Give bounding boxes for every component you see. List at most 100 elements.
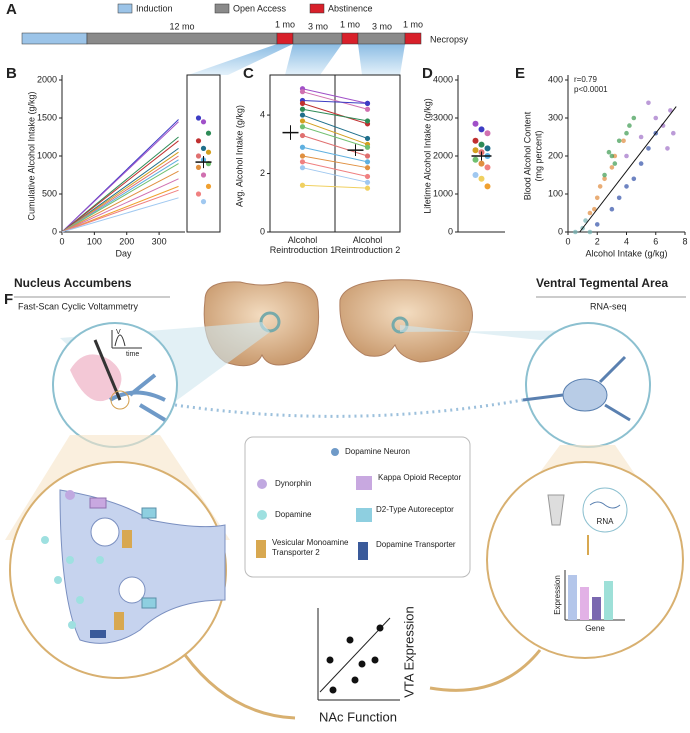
legend-text: Abstinence xyxy=(328,3,373,13)
legend-item: Dopamine Transporter xyxy=(376,540,456,549)
line xyxy=(61,121,179,233)
panel-label: D xyxy=(422,65,433,82)
dot xyxy=(478,126,485,133)
vesicle xyxy=(90,517,120,547)
legend-swatch xyxy=(309,3,325,14)
dot xyxy=(364,159,371,165)
dot xyxy=(195,191,202,197)
dot xyxy=(602,172,607,178)
dot xyxy=(200,172,207,178)
y-axis-label: Lifetime Alcohol Intake (g/kg) xyxy=(422,98,432,214)
plot-axis: NAc Function xyxy=(319,709,397,724)
dot xyxy=(606,149,612,155)
axon xyxy=(108,373,167,422)
method: Fast-Scan Cyclic Voltammetry xyxy=(18,301,139,311)
timeline-segment xyxy=(276,32,294,45)
legend-item: Dopamine Neuron xyxy=(345,447,410,456)
timeline-end: Necropsy xyxy=(430,34,469,44)
dot xyxy=(299,100,306,106)
y-axis-label: (mg percent) xyxy=(533,130,543,181)
dot xyxy=(364,173,371,180)
zoom xyxy=(358,44,405,75)
legend-icon xyxy=(257,510,267,520)
timeline-segment xyxy=(357,32,406,45)
dot xyxy=(616,195,622,201)
dot xyxy=(609,206,615,212)
legend-item-box: Dopamine Transporter xyxy=(376,540,456,549)
dot xyxy=(624,153,629,159)
line xyxy=(61,140,179,233)
y-tick-label: 0 xyxy=(260,226,265,236)
duration: 1 mo xyxy=(403,19,423,29)
dot xyxy=(631,115,637,121)
x-tick-label: 0 xyxy=(565,236,570,246)
electrode xyxy=(93,339,122,401)
dot xyxy=(205,149,212,155)
line xyxy=(302,99,368,104)
y-tick-label: 300 xyxy=(548,112,563,122)
dot xyxy=(612,161,618,166)
bar xyxy=(604,581,613,620)
fit-line xyxy=(579,106,677,233)
annotation: p<0.0001 xyxy=(574,85,608,94)
legend-item-box: Vesicular Monoamine Transporter 2 xyxy=(272,538,348,557)
dot xyxy=(195,153,202,159)
rnaseq-zoom xyxy=(486,461,684,659)
dot xyxy=(587,210,593,216)
dot xyxy=(205,130,212,136)
d2 xyxy=(141,507,157,519)
line xyxy=(302,88,368,104)
line xyxy=(302,155,368,169)
dot xyxy=(621,138,626,144)
label-box: Alcohol Reintroduction 1 xyxy=(270,235,336,255)
duration: 3 mo xyxy=(308,21,328,31)
dot xyxy=(478,175,485,182)
line xyxy=(302,126,368,148)
legend-item-box: D2-Type Autoreceptor xyxy=(376,505,454,514)
dot xyxy=(364,135,371,142)
dot xyxy=(299,118,306,124)
timeline-segment xyxy=(86,32,278,45)
dot xyxy=(200,119,207,125)
y-axis-label: Avg. Alcohol Intake (g/kg) xyxy=(234,105,244,207)
line xyxy=(302,91,368,110)
dot xyxy=(299,144,306,150)
y-tick-label: 1000 xyxy=(37,150,57,160)
x-tick-label: 2 xyxy=(595,236,600,246)
duration: 12 mo xyxy=(169,21,194,31)
x-tick-label: 100 xyxy=(87,236,102,246)
line xyxy=(302,135,368,157)
y-tick-label: 2 xyxy=(260,168,265,178)
dot xyxy=(299,153,306,159)
line xyxy=(61,170,179,233)
projection xyxy=(174,398,524,418)
trace-axis: time xyxy=(126,351,139,358)
annotation: r=0.79 xyxy=(574,75,597,84)
dot xyxy=(638,161,644,166)
dot xyxy=(195,164,202,170)
dot xyxy=(602,176,607,182)
dot xyxy=(205,183,212,189)
rna-label: RNA xyxy=(597,517,615,526)
dot xyxy=(609,153,615,159)
dot xyxy=(646,100,651,106)
x-axis-label: Alcohol Intake (g/kg) xyxy=(585,248,667,258)
legend-icon xyxy=(358,542,368,560)
dot xyxy=(299,159,306,165)
line xyxy=(61,159,179,233)
dot xyxy=(627,123,632,128)
dynorphin-dot xyxy=(65,490,75,500)
vmat2 xyxy=(122,530,132,548)
line xyxy=(302,114,368,139)
schematic-dots xyxy=(326,624,384,694)
x-tick-label: 8 xyxy=(682,236,687,246)
duration: 3 mo xyxy=(372,21,392,31)
tube xyxy=(547,494,565,526)
y-tick-label: 2000 xyxy=(37,74,57,84)
panel-label: C xyxy=(243,65,254,82)
dot xyxy=(484,164,491,171)
dot xyxy=(646,146,651,151)
dot xyxy=(668,108,673,113)
dot xyxy=(472,172,479,178)
legend-box xyxy=(244,436,471,578)
